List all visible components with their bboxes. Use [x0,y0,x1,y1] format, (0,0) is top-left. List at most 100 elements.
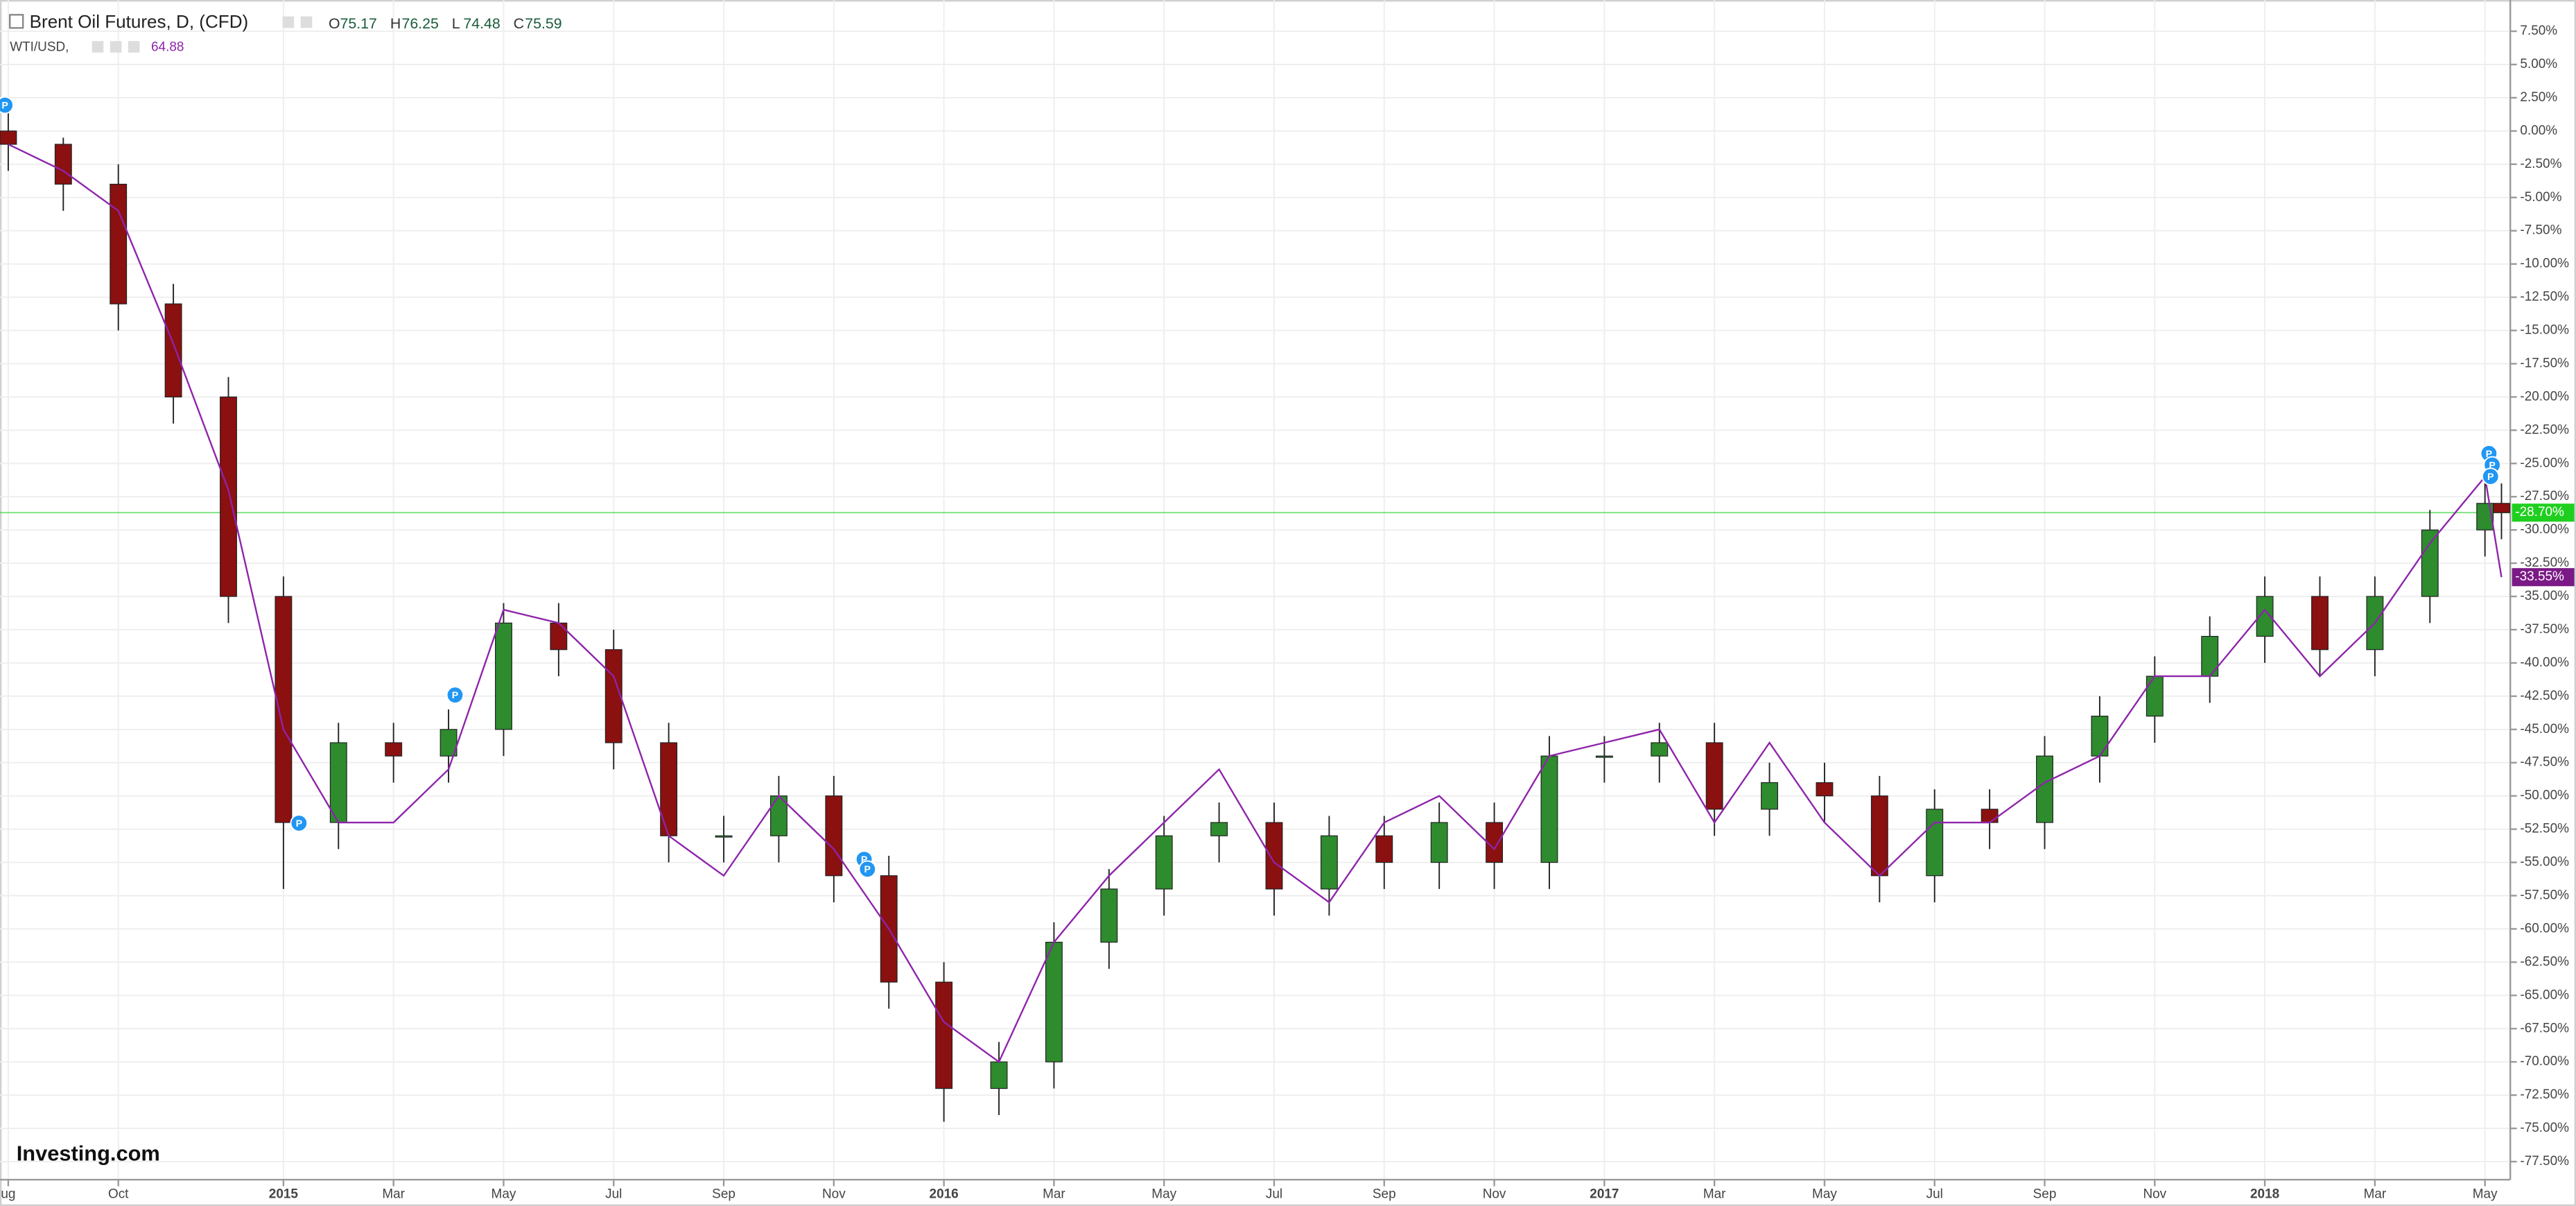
y-tick-label: -52.50% [2520,822,2569,836]
y-tick-label: -17.50% [2520,356,2569,370]
icon[interactable] [282,16,295,28]
ohlc-value: 75.59 [525,15,562,32]
y-tick-label: -27.50% [2520,489,2569,503]
y-tick-label: -32.50% [2520,555,2569,570]
y-tick-label: -57.50% [2520,888,2569,902]
candle-body [220,396,237,597]
x-tick-label: Nov [822,1187,846,1201]
icon[interactable] [300,16,313,28]
candle-body [164,303,182,397]
collapse-icon[interactable] [9,14,24,29]
x-tick-label: Mar [2364,1187,2387,1201]
header: Brent Oil Futures, D, (CFD) WTI/USD, 64.… [9,11,313,55]
x-tick-label: 2016 [930,1187,959,1201]
y-tick-label: -37.50% [2520,622,2569,637]
candle-body [54,144,72,185]
event-marker-label: P [2489,460,2495,471]
y-tick-label: -65.00% [2520,988,2569,1002]
candle-body [2421,529,2439,597]
candle-body [990,1061,1008,1089]
candle-body [1540,755,1558,863]
x-tick-label: ug [1,1187,15,1201]
candle-body [2476,503,2494,531]
event-marker-label: P [2487,472,2494,483]
x-tick-label: Mar [1043,1187,1065,1201]
y-tick-label: -20.00% [2520,389,2569,404]
x-tick-label: May [2473,1187,2498,1201]
candle-body [1816,782,1834,797]
event-marker-label: P [1,101,8,112]
event-marker-label: P [452,690,458,701]
y-tick-label: 7.50% [2520,24,2557,38]
y-tick-label: -2.50% [2520,157,2561,171]
y-tick-label: -60.00% [2520,921,2569,936]
candle-body [550,622,568,651]
price-label: -33.55% [2515,569,2564,584]
candle-body [385,742,403,757]
candle-body [440,729,458,757]
compare-title: WTI/USD, [10,40,69,55]
candle-body [110,183,128,304]
series-title: Brent Oil Futures, D, (CFD) [30,11,249,32]
candle-body [2493,503,2510,513]
ohlc-value: 76.25 [401,15,438,32]
candle-body [1926,809,1944,877]
candle-body [1870,795,1888,877]
y-tick-label: -15.00% [2520,323,2569,338]
y-tick-label: -72.50% [2520,1087,2569,1102]
icon[interactable] [128,41,140,53]
x-tick-label: May [1151,1187,1176,1201]
compare-line [8,143,2503,1064]
y-tick-label: -45.00% [2520,722,2569,736]
logo: Investing.com [17,1142,160,1166]
event-marker-label: P [864,864,871,875]
ohlc-key: C [514,15,524,32]
icon[interactable] [92,41,104,53]
x-tick-label: 2017 [1590,1187,1619,1201]
candle-body [1705,742,1723,810]
candle-body [715,835,733,838]
candle-body [2256,596,2274,637]
event-marker-label: P [861,854,867,865]
y-tick-label: -55.00% [2520,855,2569,870]
candle-body [935,981,953,1089]
price-label-bg [2512,503,2575,522]
x-tick-label: Nov [1483,1187,1506,1201]
x-tick-label: Sep [2033,1187,2057,1201]
y-tick-label: 5.00% [2520,57,2557,71]
price-label-bg [2512,568,2575,587]
x-tick-label: 2018 [2250,1187,2279,1201]
y-tick-label: -75.00% [2520,1121,2569,1135]
candle-body [275,596,293,823]
x-tick-label: Mar [1703,1187,1726,1201]
x-tick-label: 2015 [269,1187,298,1201]
event-marker [2481,467,2500,485]
candle-body [1651,742,1669,757]
candle-body [825,795,843,877]
x-tick-label: Sep [712,1187,736,1201]
y-tick-label: -22.50% [2520,422,2569,437]
candle-body [1265,822,1283,890]
candle-body [1155,835,1173,890]
candle-body [2311,596,2329,651]
y-tick-label: -47.50% [2520,755,2569,770]
candle-body [329,742,347,823]
event-marker [0,96,14,114]
y-tick-label: -40.00% [2520,655,2569,670]
candle-body [1486,822,1504,863]
x-tick-label: Mar [382,1187,405,1201]
ohlc-key: O [329,15,340,32]
x-tick-label: Oct [108,1187,129,1201]
candle-body [1595,755,1613,758]
compare-value: 64.88 [151,40,184,55]
y-tick-label: -30.00% [2520,522,2569,537]
y-tick-label: -25.00% [2520,456,2569,470]
y-tick-label: -12.50% [2520,290,2569,304]
y-tick-label: -77.50% [2520,1154,2569,1169]
price-label: -28.70% [2515,505,2564,519]
x-tick-label: May [1812,1187,1837,1201]
candle-body [2091,716,2109,757]
icon[interactable] [110,41,122,53]
